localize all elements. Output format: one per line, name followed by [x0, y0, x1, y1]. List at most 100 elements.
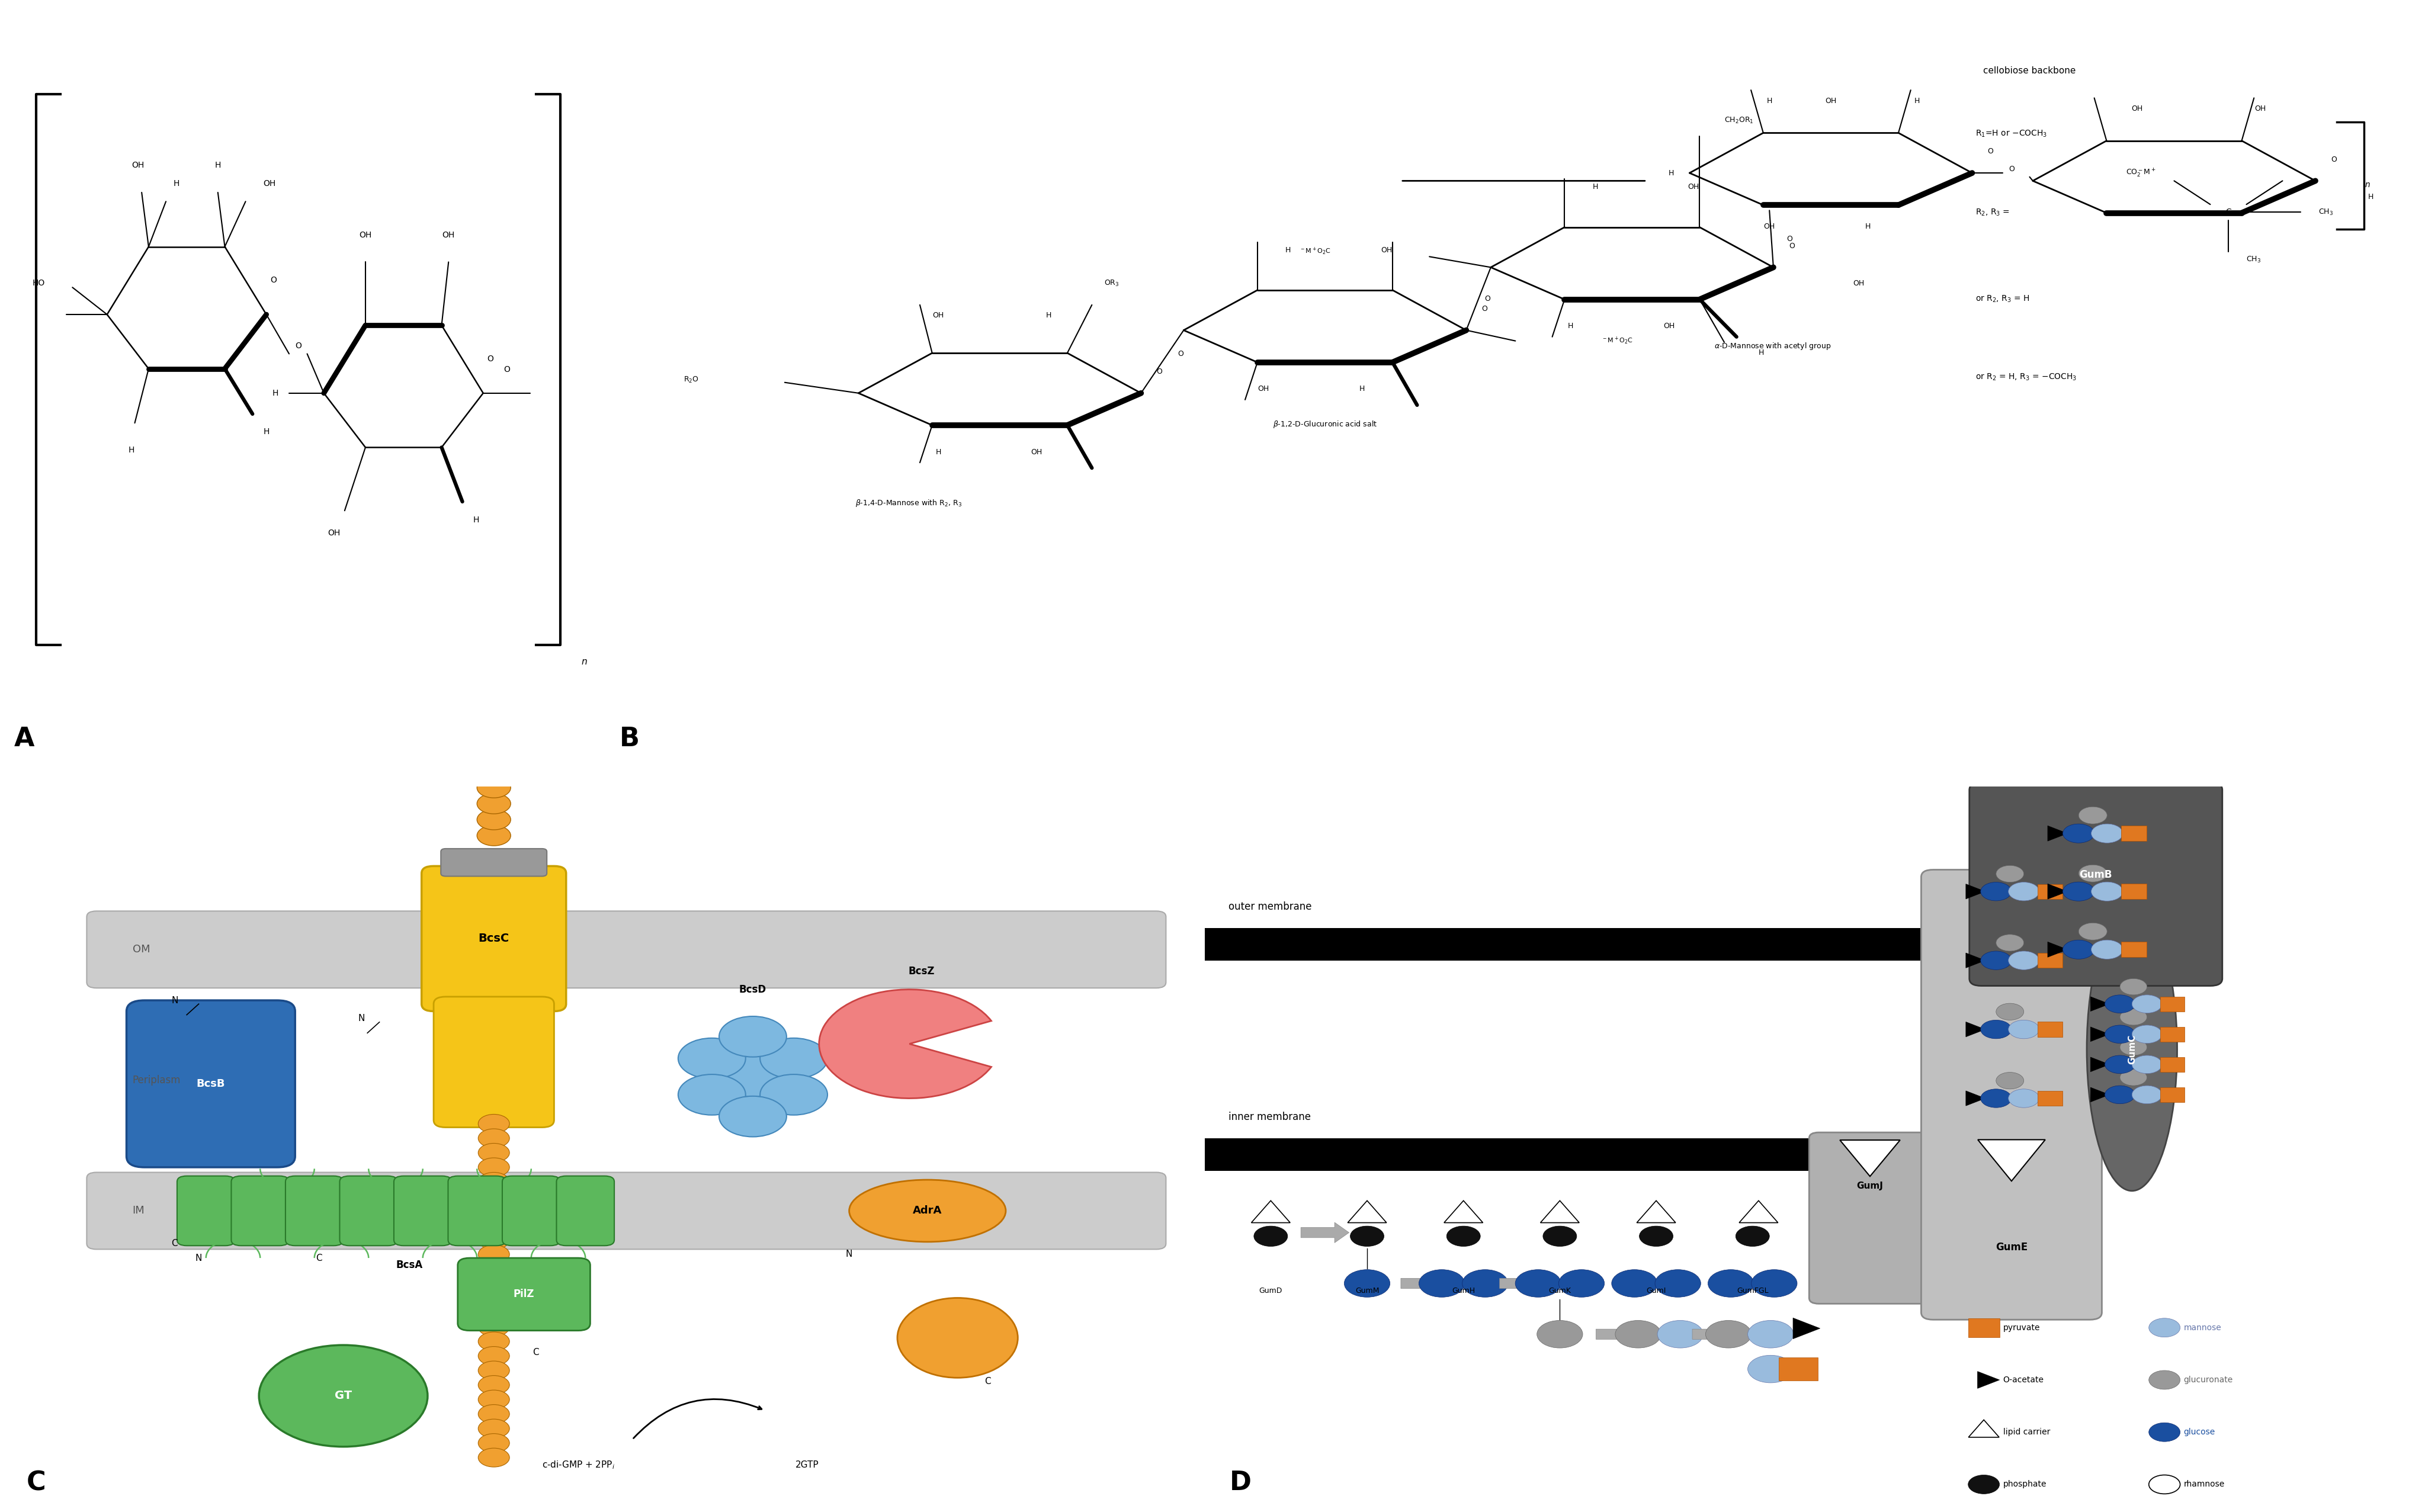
- Circle shape: [1751, 1270, 1797, 1297]
- Bar: [2038, 1090, 2062, 1105]
- Circle shape: [2132, 1055, 2161, 1074]
- Circle shape: [679, 1075, 747, 1114]
- Circle shape: [2045, 700, 2077, 720]
- Circle shape: [718, 1016, 785, 1057]
- Circle shape: [477, 1420, 511, 1438]
- Circle shape: [1638, 1226, 1674, 1246]
- Text: H: H: [214, 162, 222, 169]
- Circle shape: [2009, 1089, 2038, 1108]
- Bar: [2120, 826, 2146, 841]
- Polygon shape: [1443, 1201, 1484, 1223]
- Text: A: A: [14, 726, 34, 751]
- Circle shape: [477, 809, 511, 830]
- Polygon shape: [1968, 1420, 1999, 1438]
- Text: O: O: [1987, 148, 1995, 156]
- Text: H: H: [1286, 246, 1291, 254]
- Circle shape: [1559, 1270, 1604, 1297]
- FancyBboxPatch shape: [458, 1258, 590, 1331]
- Text: C: C: [171, 1238, 178, 1247]
- Ellipse shape: [258, 1346, 429, 1447]
- Bar: [2103, 702, 2130, 718]
- Circle shape: [477, 777, 511, 798]
- FancyBboxPatch shape: [441, 848, 547, 877]
- Circle shape: [477, 1143, 511, 1163]
- FancyBboxPatch shape: [340, 1176, 397, 1246]
- Text: GumFGL: GumFGL: [1737, 1287, 1768, 1294]
- Polygon shape: [1840, 1140, 1901, 1176]
- Circle shape: [477, 682, 511, 702]
- Polygon shape: [2048, 885, 2067, 900]
- Polygon shape: [2091, 996, 2110, 1012]
- Circle shape: [477, 1259, 511, 1278]
- Polygon shape: [2028, 753, 2050, 768]
- Bar: [2038, 1022, 2062, 1037]
- Circle shape: [1980, 1021, 2012, 1039]
- Text: BcsD: BcsD: [740, 984, 766, 995]
- Circle shape: [2009, 951, 2038, 969]
- Text: O: O: [270, 277, 277, 284]
- FancyBboxPatch shape: [556, 1176, 614, 1246]
- Circle shape: [2091, 824, 2122, 842]
- Circle shape: [1614, 1320, 1662, 1349]
- Text: or R$_2$, R$_3$ = H: or R$_2$, R$_3$ = H: [1975, 293, 2031, 304]
- Text: GumD: GumD: [1260, 1287, 1282, 1294]
- FancyBboxPatch shape: [87, 912, 1166, 987]
- Bar: [2161, 1027, 2185, 1042]
- Text: O: O: [1156, 367, 1164, 375]
- Circle shape: [477, 1317, 511, 1337]
- Circle shape: [1537, 1320, 1583, 1349]
- Text: BcsB: BcsB: [198, 1078, 224, 1089]
- Text: H: H: [1592, 183, 1597, 191]
- Text: OH: OH: [328, 529, 340, 537]
- Ellipse shape: [2086, 907, 2178, 1191]
- Circle shape: [1612, 1270, 1657, 1297]
- Text: R$_1$=H or $-$COCH$_3$: R$_1$=H or $-$COCH$_3$: [1975, 129, 2048, 139]
- Circle shape: [1997, 1004, 2024, 1021]
- Text: N: N: [846, 1250, 853, 1259]
- Text: GumM: GumM: [1356, 1287, 1378, 1294]
- Circle shape: [2149, 1476, 2180, 1494]
- Polygon shape: [1739, 1201, 1778, 1223]
- Circle shape: [2132, 995, 2161, 1013]
- Circle shape: [477, 1303, 511, 1321]
- Text: O: O: [1178, 349, 1183, 358]
- Circle shape: [2149, 1318, 2180, 1337]
- Circle shape: [2072, 751, 2105, 770]
- Text: CO$_2^-$M$^+$: CO$_2^-$M$^+$: [2127, 168, 2156, 178]
- Circle shape: [1980, 881, 2012, 901]
- Text: C: C: [985, 1377, 990, 1387]
- Polygon shape: [2048, 942, 2067, 957]
- Text: OR$_3$: OR$_3$: [1103, 280, 1120, 287]
- Polygon shape: [2048, 826, 2067, 841]
- Polygon shape: [1966, 885, 1985, 900]
- Text: O: O: [294, 342, 301, 351]
- Circle shape: [2060, 735, 2089, 751]
- Text: OH: OH: [1853, 280, 1865, 287]
- Text: O: O: [1790, 242, 1795, 249]
- Text: OH: OH: [932, 311, 944, 319]
- Text: outer membrane: outer membrane: [1229, 901, 1313, 912]
- Circle shape: [718, 1096, 785, 1137]
- Polygon shape: [1966, 953, 1985, 968]
- FancyBboxPatch shape: [448, 1176, 506, 1246]
- Text: GT: GT: [335, 1390, 352, 1402]
- Text: H: H: [1915, 97, 1920, 104]
- Circle shape: [1997, 934, 2024, 951]
- Polygon shape: [2091, 1057, 2110, 1072]
- Circle shape: [477, 1390, 511, 1409]
- Circle shape: [1980, 1089, 2012, 1108]
- Text: H: H: [272, 389, 279, 398]
- Circle shape: [2079, 922, 2108, 940]
- Text: C: C: [26, 1470, 46, 1495]
- Polygon shape: [1978, 1371, 1999, 1388]
- Text: 2GTP: 2GTP: [795, 1461, 819, 1470]
- Circle shape: [477, 1361, 511, 1380]
- Circle shape: [2120, 1009, 2146, 1025]
- Text: C: C: [532, 1347, 540, 1356]
- Bar: [2120, 942, 2146, 957]
- Circle shape: [2079, 807, 2108, 824]
- Circle shape: [2132, 1025, 2161, 1043]
- Text: N: N: [171, 996, 178, 1005]
- Circle shape: [718, 1057, 785, 1096]
- Text: H: H: [1865, 222, 1869, 230]
